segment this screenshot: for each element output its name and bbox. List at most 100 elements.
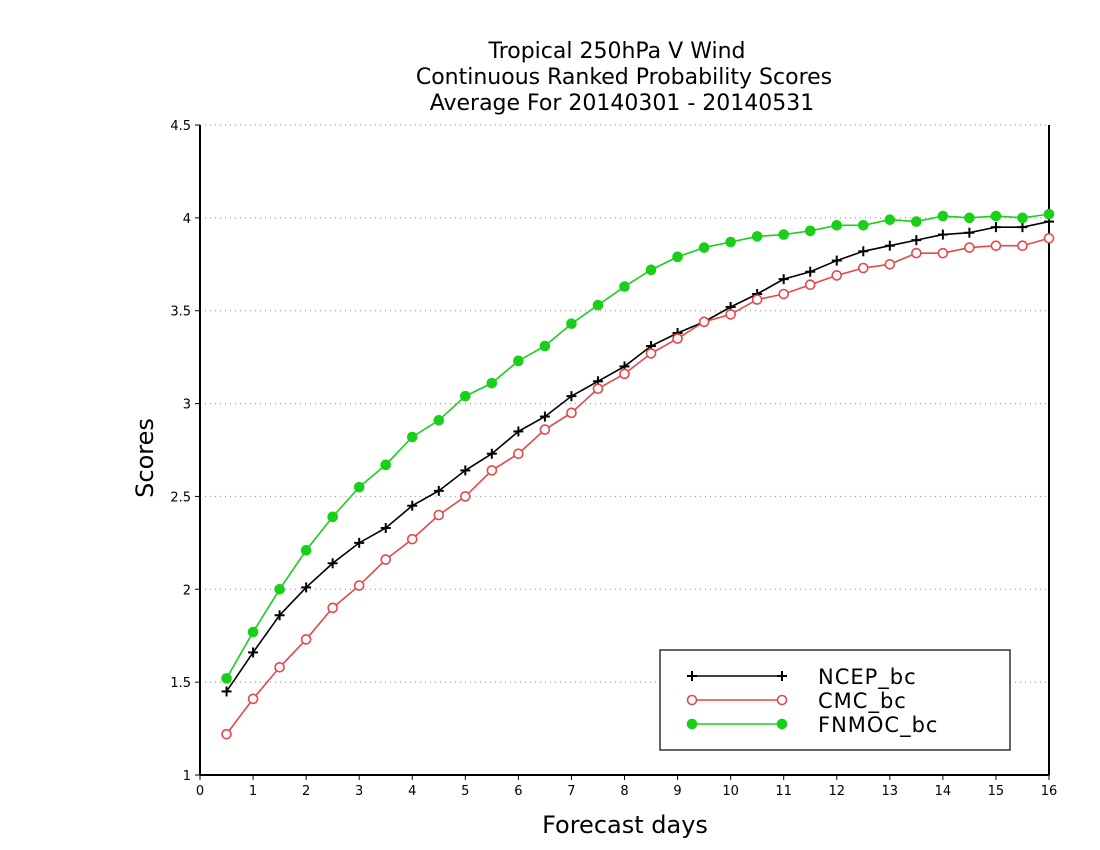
data-point-fnmoc-bc: [619, 281, 630, 292]
data-point-cmc-bc: [566, 407, 577, 419]
data-point-ncep-bc: [407, 500, 418, 511]
data-point-fnmoc-bc: [990, 210, 1002, 222]
data-point-ncep-bc: [460, 465, 471, 476]
data-point-ncep-bc: [964, 227, 975, 238]
data-point-cmc-bc: [406, 533, 418, 545]
data-point-fnmoc-bc: [778, 229, 789, 240]
data-point-cmc-bc: [778, 288, 789, 300]
data-point-cmc-bc: [1043, 232, 1055, 244]
chart-title-line-1: Tropical 250hPa V Wind: [487, 39, 745, 64]
data-point-cmc-bc: [990, 240, 1002, 252]
data-point-cmc-bc: [247, 693, 259, 705]
data-point-fnmoc-bc: [857, 219, 869, 231]
data-point-cmc-bc: [592, 383, 604, 395]
data-point-fnmoc-bc: [698, 242, 710, 253]
legend-marker-fnmoc-bc: [686, 718, 698, 730]
data-point-ncep-bc: [778, 274, 789, 285]
data-point-fnmoc-bc: [1043, 208, 1055, 220]
data-point-fnmoc-bc: [539, 340, 551, 352]
legend-item-cmc-bc: CMC_bc: [686, 689, 906, 714]
data-point-fnmoc-bc: [1017, 212, 1028, 224]
y-tick-label: 2.5: [170, 490, 191, 505]
legend-marker-cmc-bc: [686, 694, 698, 706]
data-point-fnmoc-bc: [831, 219, 843, 231]
series-cmc-bc: [221, 232, 1055, 740]
x-tick-label: 6: [514, 784, 522, 799]
data-point-fnmoc-bc: [513, 355, 524, 367]
data-point-cmc-bc: [857, 262, 869, 274]
data-point-cmc-bc: [964, 242, 975, 253]
data-point-ncep-bc: [274, 610, 285, 621]
data-point-cmc-bc: [698, 316, 710, 328]
data-point-cmc-bc: [274, 661, 285, 673]
data-point-fnmoc-bc: [884, 214, 896, 226]
data-point-fnmoc-bc: [751, 231, 763, 242]
data-point-fnmoc-bc: [725, 236, 736, 248]
y-tick-label: 3.5: [170, 305, 191, 320]
series-line-ncep-bc: [225, 220, 1050, 692]
series-line-fnmoc-bc: [225, 213, 1050, 679]
data-series: [221, 208, 1055, 740]
data-point-ncep-bc: [805, 266, 816, 277]
y-tick-label: 3: [183, 398, 191, 413]
data-point-ncep-bc: [513, 426, 524, 437]
data-point-cmc-bc: [619, 368, 630, 380]
data-point-ncep-bc: [486, 448, 497, 459]
data-point-cmc-bc: [486, 465, 498, 476]
data-point-cmc-bc: [937, 247, 949, 259]
x-tick-label: 0: [196, 784, 204, 799]
data-point-cmc-bc: [380, 554, 392, 565]
x-tick-label: 11: [775, 784, 792, 799]
data-point-cmc-bc: [327, 602, 338, 614]
x-tick-label: 12: [828, 784, 845, 799]
x-tick-label: 8: [620, 784, 628, 799]
data-point-cmc-bc: [831, 270, 843, 281]
x-tick-label: 15: [988, 784, 1005, 799]
data-point-fnmoc-bc: [433, 414, 445, 426]
data-point-cmc-bc: [884, 258, 896, 270]
y-tick-label: 4.5: [170, 119, 191, 134]
data-point-fnmoc-bc: [274, 583, 285, 595]
data-point-fnmoc-bc: [486, 377, 498, 389]
series-fnmoc-bc: [221, 208, 1055, 684]
y-tick-label: 4: [183, 212, 191, 227]
legend-marker-fnmoc-bc: [776, 718, 788, 730]
data-point-fnmoc-bc: [353, 481, 365, 493]
x-tick-label: 4: [408, 784, 416, 799]
data-point-cmc-bc: [513, 448, 524, 460]
data-point-fnmoc-bc: [406, 431, 418, 443]
legend-marker-ncep-bc: [777, 671, 787, 681]
data-point-cmc-bc: [804, 279, 816, 291]
y-axis-label: Scores: [131, 418, 159, 498]
x-tick-label: 7: [567, 784, 575, 799]
data-point-cmc-bc: [539, 424, 551, 435]
data-point-ncep-bc: [858, 246, 869, 257]
data-point-ncep-bc: [301, 582, 312, 593]
chart-title-line-2: Continuous Ranked Probability Scores: [416, 65, 832, 90]
x-tick-label: 2: [302, 784, 310, 799]
x-tick-label: 13: [882, 784, 899, 799]
data-point-cmc-bc: [353, 580, 365, 591]
x-tick-label: 1: [249, 784, 257, 799]
data-point-fnmoc-bc: [380, 459, 392, 471]
x-tick-label: 3: [355, 784, 363, 799]
legend-label-ncep-bc: NCEP_bc: [818, 665, 917, 690]
data-point-cmc-bc: [645, 348, 657, 359]
data-point-fnmoc-bc: [300, 544, 312, 556]
data-point-cmc-bc: [433, 509, 445, 521]
x-tick-label: 16: [1041, 784, 1058, 799]
data-point-fnmoc-bc: [911, 216, 922, 227]
series-ncep-bc: [221, 216, 1054, 697]
data-point-cmc-bc: [751, 294, 763, 305]
data-point-ncep-bc: [248, 647, 259, 658]
data-point-fnmoc-bc: [592, 299, 604, 311]
tick-labels: 11.522.533.544.50 1 2 3 4 5 6 7 8 9 10 11 12 13 14 15 16: [170, 119, 1057, 799]
data-point-cmc-bc: [221, 728, 232, 740]
data-point-ncep-bc: [539, 411, 550, 422]
y-tick-label: 2: [183, 583, 191, 598]
x-tick-label: 14: [935, 784, 952, 799]
data-point-fnmoc-bc: [327, 511, 338, 523]
chart-title: Tropical 250hPa V Wind Continuous Ranked…: [416, 39, 832, 116]
